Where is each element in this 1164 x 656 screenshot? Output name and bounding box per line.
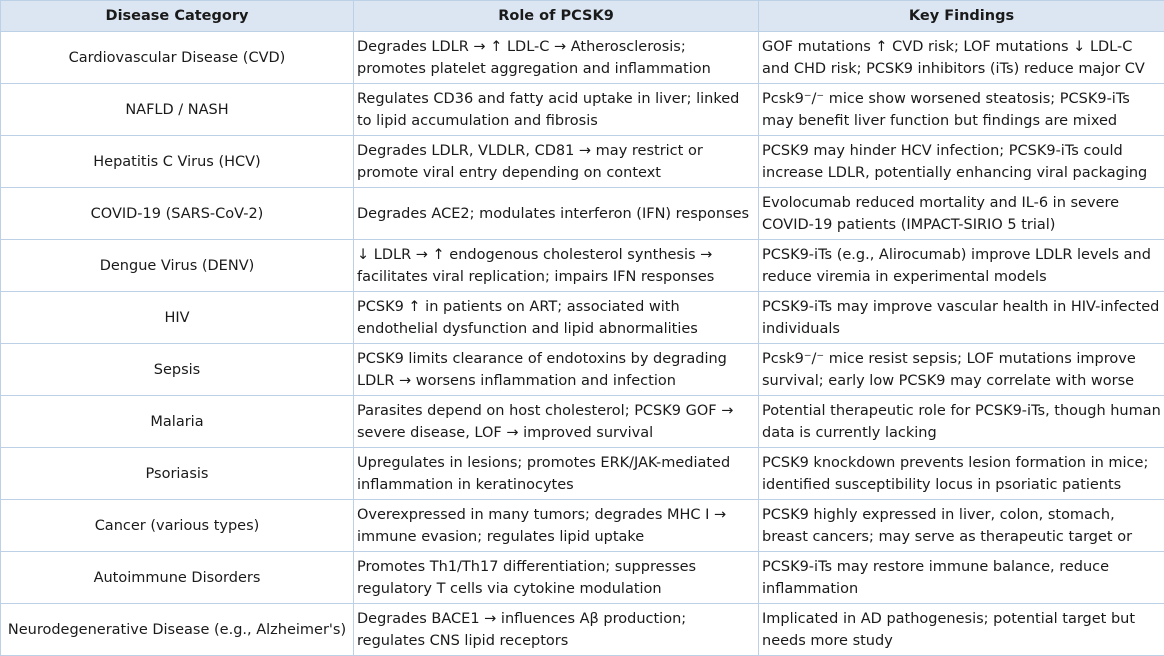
key-findings-cell: GOF mutations ↑ CVD risk; LOF mutations …: [759, 32, 1164, 84]
table-row: Cardiovascular Disease (CVD)Degrades LDL…: [1, 32, 1164, 84]
key-findings-cell: PCSK9-iTs (e.g., Alirocumab) improve LDL…: [759, 240, 1164, 292]
key-findings-cell-text: GOF mutations ↑ CVD risk; LOF mutations …: [759, 36, 1164, 80]
disease-category-cell-text: Cancer (various types): [1, 516, 353, 536]
key-findings-cell: Pcsk9⁻/⁻ mice resist sepsis; LOF mutatio…: [759, 344, 1164, 396]
header-disease-category: Disease Category: [1, 1, 354, 32]
role-cell-text: PCSK9 ↑ in patients on ART; associated w…: [354, 296, 758, 340]
disease-category-cell: Dengue Virus (DENV): [1, 240, 354, 292]
key-findings-cell-text: PCSK9 highly expressed in liver, colon, …: [759, 504, 1164, 548]
key-findings-cell-text: PCSK9-iTs may improve vascular health in…: [759, 296, 1164, 340]
disease-category-cell-text: Neurodegenerative Disease (e.g., Alzheim…: [1, 620, 353, 640]
role-cell: Degrades BACE1 → influences Aβ productio…: [354, 604, 759, 656]
role-cell: PCSK9 limits clearance of endotoxins by …: [354, 344, 759, 396]
role-cell: Promotes Th1/Th17 differentiation; suppr…: [354, 552, 759, 604]
role-cell: Regulates CD36 and fatty acid uptake in …: [354, 84, 759, 136]
disease-category-cell-text: Malaria: [1, 412, 353, 432]
disease-category-cell: HIV: [1, 292, 354, 344]
table-row: Cancer (various types)Overexpressed in m…: [1, 500, 1164, 552]
role-cell-text: Parasites depend on host cholesterol; PC…: [354, 400, 758, 444]
header-role-of-pcsk9: Role of PCSK9: [354, 1, 759, 32]
header-key-findings: Key Findings: [759, 1, 1164, 32]
role-cell-text: Regulates CD36 and fatty acid uptake in …: [354, 88, 758, 132]
key-findings-cell: PCSK9 knockdown prevents lesion formatio…: [759, 448, 1164, 500]
disease-category-cell: Psoriasis: [1, 448, 354, 500]
table-row: Neurodegenerative Disease (e.g., Alzheim…: [1, 604, 1164, 656]
role-cell: Upregulates in lesions; promotes ERK/JAK…: [354, 448, 759, 500]
role-cell: Overexpressed in many tumors; degrades M…: [354, 500, 759, 552]
key-findings-cell: PCSK9-iTs may improve vascular health in…: [759, 292, 1164, 344]
disease-category-cell-text: HIV: [1, 308, 353, 328]
disease-category-cell: Sepsis: [1, 344, 354, 396]
disease-category-cell: NAFLD / NASH: [1, 84, 354, 136]
role-cell-text: Degrades LDLR → ↑ LDL-C → Atherosclerosi…: [354, 36, 758, 80]
disease-category-cell: Autoimmune Disorders: [1, 552, 354, 604]
role-cell-text: Upregulates in lesions; promotes ERK/JAK…: [354, 452, 758, 496]
key-findings-cell: Pcsk9⁻/⁻ mice show worsened steatosis; P…: [759, 84, 1164, 136]
role-cell-text: Promotes Th1/Th17 differentiation; suppr…: [354, 556, 758, 600]
disease-category-cell-text: Psoriasis: [1, 464, 353, 484]
role-cell: ↓ LDLR → ↑ endogenous cholesterol synthe…: [354, 240, 759, 292]
disease-category-cell: Neurodegenerative Disease (e.g., Alzheim…: [1, 604, 354, 656]
role-cell-text: Overexpressed in many tumors; degrades M…: [354, 504, 758, 548]
key-findings-cell-text: PCSK9 may hinder HCV infection; PCSK9-iT…: [759, 140, 1164, 184]
disease-category-cell: COVID-19 (SARS-CoV-2): [1, 188, 354, 240]
disease-category-cell-text: NAFLD / NASH: [1, 100, 353, 120]
key-findings-cell: PCSK9 highly expressed in liver, colon, …: [759, 500, 1164, 552]
disease-category-cell: Malaria: [1, 396, 354, 448]
role-cell-text: ↓ LDLR → ↑ endogenous cholesterol synthe…: [354, 244, 758, 288]
role-cell: Degrades LDLR → ↑ LDL-C → Atherosclerosi…: [354, 32, 759, 84]
key-findings-cell: PCSK9-iTs may restore immune balance, re…: [759, 552, 1164, 604]
key-findings-cell-text: Implicated in AD pathogenesis; potential…: [759, 608, 1164, 652]
disease-category-cell-text: Hepatitis C Virus (HCV): [1, 152, 353, 172]
key-findings-cell: Implicated in AD pathogenesis; potential…: [759, 604, 1164, 656]
disease-category-cell-text: Cardiovascular Disease (CVD): [1, 48, 353, 68]
key-findings-cell: Evolocumab reduced mortality and IL-6 in…: [759, 188, 1164, 240]
disease-category-cell-text: Sepsis: [1, 360, 353, 380]
role-cell: Degrades LDLR, VLDLR, CD81 → may restric…: [354, 136, 759, 188]
key-findings-cell-text: Potential therapeutic role for PCSK9-iTs…: [759, 400, 1164, 444]
role-cell: Parasites depend on host cholesterol; PC…: [354, 396, 759, 448]
table-row: Dengue Virus (DENV)↓ LDLR → ↑ endogenous…: [1, 240, 1164, 292]
key-findings-cell-text: Evolocumab reduced mortality and IL-6 in…: [759, 192, 1164, 236]
key-findings-cell: PCSK9 may hinder HCV infection; PCSK9-iT…: [759, 136, 1164, 188]
disease-category-cell: Hepatitis C Virus (HCV): [1, 136, 354, 188]
disease-category-cell: Cardiovascular Disease (CVD): [1, 32, 354, 84]
key-findings-cell-text: Pcsk9⁻/⁻ mice show worsened steatosis; P…: [759, 88, 1164, 132]
table-body: Cardiovascular Disease (CVD)Degrades LDL…: [1, 32, 1164, 656]
header-row: Disease Category Role of PCSK9 Key Findi…: [1, 1, 1164, 32]
key-findings-cell-text: PCSK9-iTs may restore immune balance, re…: [759, 556, 1164, 600]
role-cell-text: PCSK9 limits clearance of endotoxins by …: [354, 348, 758, 392]
disease-category-cell: Cancer (various types): [1, 500, 354, 552]
key-findings-cell-text: PCSK9-iTs (e.g., Alirocumab) improve LDL…: [759, 244, 1164, 288]
key-findings-cell: Potential therapeutic role for PCSK9-iTs…: [759, 396, 1164, 448]
role-cell-text: Degrades BACE1 → influences Aβ productio…: [354, 608, 758, 652]
role-cell: PCSK9 ↑ in patients on ART; associated w…: [354, 292, 759, 344]
disease-category-cell-text: COVID-19 (SARS-CoV-2): [1, 204, 353, 224]
role-cell: Degrades ACE2; modulates interferon (IFN…: [354, 188, 759, 240]
table-row: COVID-19 (SARS-CoV-2)Degrades ACE2; modu…: [1, 188, 1164, 240]
role-cell-text: Degrades ACE2; modulates interferon (IFN…: [354, 203, 758, 225]
table-row: Hepatitis C Virus (HCV)Degrades LDLR, VL…: [1, 136, 1164, 188]
key-findings-cell-text: Pcsk9⁻/⁻ mice resist sepsis; LOF mutatio…: [759, 348, 1164, 392]
role-cell-text: Degrades LDLR, VLDLR, CD81 → may restric…: [354, 140, 758, 184]
disease-category-cell-text: Autoimmune Disorders: [1, 568, 353, 588]
key-findings-cell-text: PCSK9 knockdown prevents lesion formatio…: [759, 452, 1164, 496]
disease-category-cell-text: Dengue Virus (DENV): [1, 256, 353, 276]
